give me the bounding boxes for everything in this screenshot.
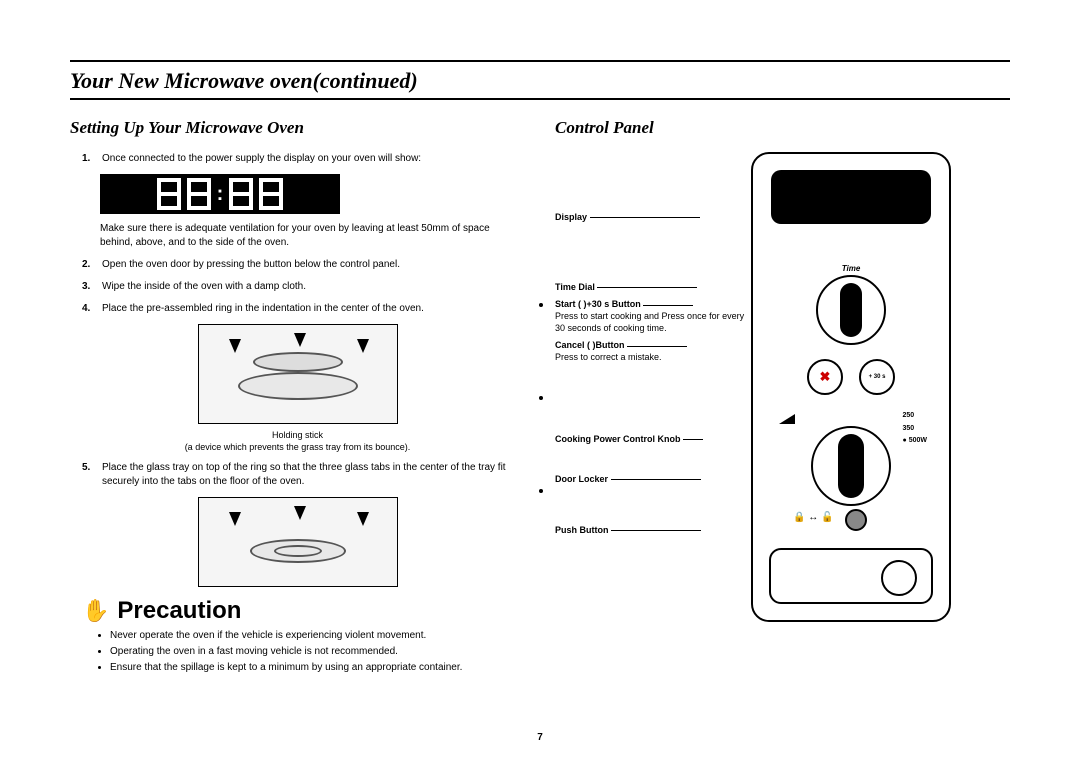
precaution-item: Never operate the oven if the vehicle is… (110, 629, 525, 643)
button-row: ✖ + 30 s (753, 359, 949, 395)
power-knob-group: 250 350 ● 500W (781, 414, 921, 506)
colon: : (217, 183, 224, 206)
label-power-knob: Cooking Power Control Knob (555, 434, 681, 444)
label-cancel-desc: Press to correct a mistake. (555, 352, 662, 362)
top-rule (70, 60, 1010, 62)
door-locker-knob (845, 509, 867, 531)
step-text: Once connected to the power supply the d… (102, 152, 525, 166)
precaution-heading: ✋ Precaution (82, 597, 525, 625)
caption-line: (a device which prevents the grass tray … (185, 442, 411, 452)
caption-line: Holding stick (272, 430, 323, 440)
plus30-label: + 30 s (869, 374, 886, 380)
label-door-locker: Door Locker (555, 474, 608, 484)
power-wedge-icon (779, 414, 795, 424)
leader-line (643, 305, 693, 306)
precaution-title: Precaution (117, 597, 241, 625)
figure-caption: Holding stick (a device which prevents t… (70, 430, 525, 453)
power-mark: 500W (909, 437, 927, 444)
right-heading: Control Panel (555, 118, 1010, 138)
tray-figure (198, 497, 398, 587)
label-time-dial: Time Dial (555, 282, 595, 292)
step-number: 3. (82, 280, 94, 294)
left-heading: Setting Up Your Microwave Oven (70, 118, 525, 138)
step-4: 4. Place the pre-assembled ring in the i… (82, 302, 525, 316)
power-mark: 350 (903, 423, 927, 436)
push-button-circle (881, 560, 917, 596)
callout-labels: Display Time Dial Start ( )+30 s Button … (555, 152, 745, 622)
digit-segment (157, 178, 181, 210)
power-dial-knob (811, 426, 891, 506)
arrow-down-icon (357, 512, 369, 526)
precaution-list: Never operate the oven if the vehicle is… (70, 629, 525, 675)
arrow-down-icon (294, 333, 306, 347)
setup-steps-cont: 2. Open the oven door by pressing the bu… (70, 258, 525, 316)
ring-figure (198, 324, 398, 424)
label-display: Display (555, 212, 587, 222)
panel-display (771, 170, 931, 224)
setup-steps-cont2: 5. Place the glass tray on top of the ri… (70, 461, 525, 489)
left-column: Setting Up Your Microwave Oven 1. Once c… (70, 118, 525, 677)
ring-base-shape (238, 372, 358, 400)
step-2: 2. Open the oven door by pressing the bu… (82, 258, 525, 272)
digit-segment (229, 178, 253, 210)
arrow-down-icon (229, 512, 241, 526)
step-number: 4. (82, 302, 94, 316)
leader-line (597, 287, 697, 288)
step-text: Place the pre-assembled ring in the inde… (102, 302, 525, 316)
hand-stop-icon: ✋ (82, 598, 109, 624)
step-text: Wipe the inside of the oven with a damp … (102, 280, 525, 294)
power-marks: 250 350 ● 500W (903, 410, 927, 448)
precaution-item: Ensure that the spillage is kept to a mi… (110, 661, 525, 675)
binding-dots (539, 118, 543, 677)
label-cancel: Cancel ( )Button (555, 340, 625, 350)
leader-line (611, 530, 701, 531)
label-push-button: Push Button (555, 525, 609, 535)
leader-line (611, 479, 701, 480)
leader-line (590, 217, 700, 218)
step-number: 1. (82, 152, 94, 166)
ventilation-note: Make sure there is adequate ventilation … (100, 222, 525, 250)
time-arc-label: Time (816, 264, 886, 273)
setup-steps: 1. Once connected to the power supply th… (70, 152, 525, 166)
push-button-area (769, 548, 933, 604)
tray-inner-shape (274, 545, 322, 557)
page-number: 7 (537, 732, 543, 743)
power-mark: 250 (903, 410, 927, 423)
arrow-down-icon (294, 506, 306, 520)
oven-display-figure: : (100, 174, 340, 214)
leader-line (683, 439, 703, 440)
right-column: Control Panel Display Time Dial Start ( … (555, 118, 1010, 677)
ring-top-shape (253, 352, 343, 372)
label-start-desc: Press to start cooking and Press once fo… (555, 311, 744, 333)
arrow-down-icon (357, 339, 369, 353)
step-number: 5. (82, 461, 94, 489)
arrow-down-icon (229, 339, 241, 353)
step-1: 1. Once connected to the power supply th… (82, 152, 525, 166)
label-start: Start ( )+30 s Button (555, 299, 641, 309)
step-number: 2. (82, 258, 94, 272)
step-5: 5. Place the glass tray on top of the ri… (82, 461, 525, 489)
lock-icons: 🔒 ↔ 🔓 (793, 512, 833, 523)
digit-segment (187, 178, 211, 210)
digit-segment (259, 178, 283, 210)
step-text: Place the glass tray on top of the ring … (102, 461, 525, 489)
control-panel-diagram: Time ✖ + 30 s 250 350 ● 500W (751, 152, 951, 622)
page-title: Your New Microwave oven(continued) (70, 68, 1010, 100)
time-dial-knob (816, 275, 886, 345)
cancel-button-icon: ✖ (807, 359, 843, 395)
time-dial-group: Time (816, 264, 886, 345)
start-plus30-button: + 30 s (859, 359, 895, 395)
leader-line (627, 346, 687, 347)
step-text: Open the oven door by pressing the butto… (102, 258, 525, 272)
step-3: 3. Wipe the inside of the oven with a da… (82, 280, 525, 294)
precaution-item: Operating the oven in a fast moving vehi… (110, 645, 525, 659)
